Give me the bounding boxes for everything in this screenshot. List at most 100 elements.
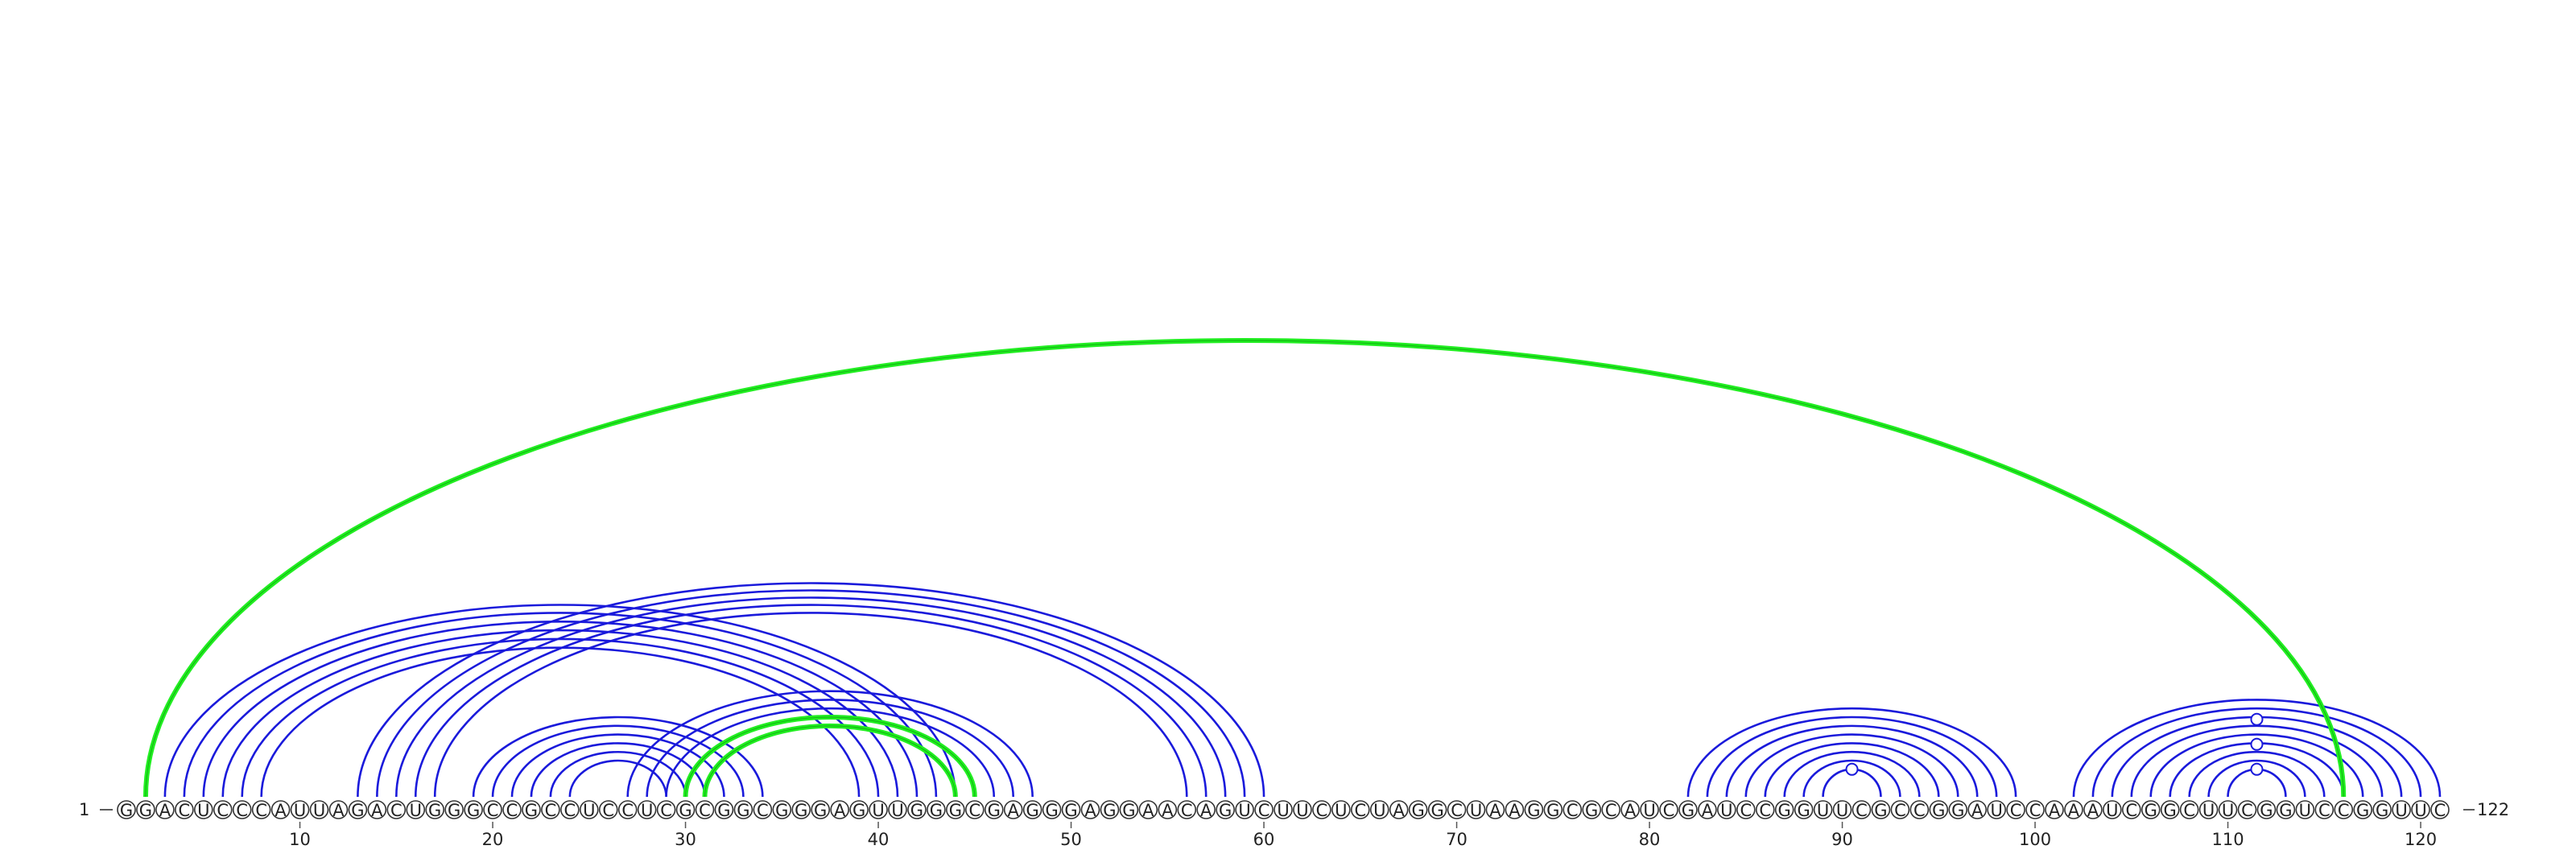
nucleotide-circle-97 <box>1967 800 1987 819</box>
nucleotide-circle-56 <box>1177 800 1197 819</box>
nucleotide-118: G <box>2372 800 2392 820</box>
nucleotide-letter-3: A <box>159 801 171 820</box>
nucleotide-41: U <box>888 800 907 820</box>
nucleotide-72: A <box>1485 800 1505 820</box>
nucleotide-letter-44: G <box>949 801 962 820</box>
nucleotide-51: A <box>1080 800 1100 820</box>
nucleotide-letter-10: U <box>294 801 306 820</box>
nucleotide-letter-35: G <box>775 801 788 820</box>
nucleotide-letter-26: C <box>602 801 614 820</box>
nucleotide-39: G <box>849 800 869 820</box>
nucleotide-circle-20 <box>483 800 502 819</box>
nucleotide-letter-17: G <box>428 801 441 820</box>
nucleotide-circle-12 <box>328 800 349 819</box>
nucleotide-circle-43 <box>927 800 946 819</box>
nucleotide-113: G <box>2276 800 2296 820</box>
nucleotide-69: G <box>1427 800 1447 820</box>
nucleotide-82: G <box>1678 800 1698 820</box>
nucleotide-circle-99 <box>2006 800 2025 819</box>
nucleotide-letter-47: A <box>1008 801 1020 820</box>
base-pair-arc-16-57 <box>414 604 1208 798</box>
nucleotide-98: U <box>1987 800 2006 820</box>
nucleotide-12: A <box>328 800 349 820</box>
nucleotide-letter-65: C <box>1354 801 1366 820</box>
base-pair-arc-22-31 <box>530 742 706 798</box>
nucleotide-letter-9: A <box>275 801 287 820</box>
axis-tick-label-60: 60 <box>1253 830 1275 849</box>
nucleotide-circle-9 <box>270 800 291 819</box>
nucleotide-30: G <box>675 800 696 820</box>
nucleotide-letter-85: C <box>1740 801 1752 820</box>
nucleotide-10: U <box>290 800 310 820</box>
nucleotide-letter-31: C <box>699 801 711 820</box>
nucleotide-circle-17 <box>425 800 445 819</box>
nucleotide-letter-93: C <box>1894 801 1906 820</box>
nucleotide-circle-5 <box>194 800 213 819</box>
nucleotide-letter-81: C <box>1663 801 1675 820</box>
nucleotide-25: U <box>579 800 599 820</box>
nucleotide-letter-52: G <box>1103 801 1116 820</box>
axis-tick-label-110: 110 <box>2212 830 2244 849</box>
nucleotide-96: G <box>1948 800 1968 820</box>
nucleotide-circle-22 <box>522 800 541 819</box>
nucleotide-circle-35 <box>772 800 792 819</box>
nucleotide-circle-88 <box>1794 800 1814 819</box>
nucleotide-59: U <box>1235 800 1254 820</box>
nucleotide-circle-7 <box>232 800 252 819</box>
nucleotide-circle-4 <box>175 800 194 819</box>
nucleotide-letter-7: C <box>236 801 248 820</box>
nucleotide-letter-1: G <box>120 801 133 820</box>
nucleotide-letter-82: G <box>1682 801 1695 820</box>
nucleotide-61: U <box>1274 800 1293 820</box>
nucleotide-circle-69 <box>1427 800 1447 819</box>
nucleotide-circle-30 <box>675 800 696 819</box>
base-pair-arc-3-44 <box>163 604 957 798</box>
axis-tick-label-20: 20 <box>482 830 504 849</box>
nucleotide-letter-54: A <box>1142 801 1154 820</box>
nucleotide-letter-4: C <box>179 801 191 820</box>
nucleotide-circle-19 <box>464 800 483 819</box>
nucleotide-circle-48 <box>1022 800 1042 819</box>
nucleotide-circle-117 <box>2353 800 2372 819</box>
nucleotide-circle-33 <box>733 800 753 819</box>
base-pair-arc-104-119 <box>2111 716 2403 798</box>
nucleotide-letter-19: G <box>467 801 480 820</box>
nucleotide-92: G <box>1871 800 1891 820</box>
nucleotide-letter-16: U <box>410 801 422 820</box>
nucleotide-circle-32 <box>714 800 734 819</box>
nucleotide-circle-2 <box>136 800 155 819</box>
nucleotide-75: G <box>1543 800 1563 820</box>
nucleotide-112: G <box>2256 800 2277 820</box>
axis-tick-label-40: 40 <box>868 830 890 849</box>
nucleotide-circle-84 <box>1717 800 1736 819</box>
nucleotide-circle-25 <box>579 800 599 819</box>
nucleotide-letter-12: A <box>332 801 345 820</box>
nucleotide-letter-41: U <box>891 801 903 820</box>
nucleotide-letter-120: U <box>2414 801 2426 820</box>
base-pair-arc-85-96 <box>1744 733 1959 798</box>
base-pair-arc-24-29 <box>568 759 667 798</box>
nucleotide-circle-28 <box>637 800 657 819</box>
nucleotide-letter-109: U <box>2202 801 2215 820</box>
nucleotide-letter-39: G <box>852 801 865 820</box>
nucleotide-circle-92 <box>1871 800 1891 819</box>
nucleotide-circle-103 <box>2083 800 2103 819</box>
nucleotide-letter-20: C <box>487 801 499 820</box>
base-pair-arc-4-43 <box>183 612 938 798</box>
hairpin-loop-marker-2 <box>2250 737 2264 751</box>
nucleotide-circle-73 <box>1505 800 1525 819</box>
nucleotide-circle-107 <box>2160 800 2180 819</box>
axis-tick-label-90: 90 <box>1831 830 1853 849</box>
nucleotide-13: G <box>348 800 368 820</box>
nucleotide-106: G <box>2140 800 2161 820</box>
base-pair-arc-5-42 <box>202 620 919 798</box>
nucleotide-58: G <box>1216 800 1235 820</box>
nucleotide-circle-104 <box>2103 800 2122 819</box>
nucleotide-circle-15 <box>386 800 407 819</box>
nucleotide-65: C <box>1351 800 1370 820</box>
nucleotide-letter-117: G <box>2356 801 2369 820</box>
base-pair-arc-86-95 <box>1764 742 1940 798</box>
nucleotide-81: C <box>1659 800 1678 820</box>
nucleotide-circle-41 <box>888 800 907 819</box>
nucleotide-circle-96 <box>1948 800 1968 819</box>
